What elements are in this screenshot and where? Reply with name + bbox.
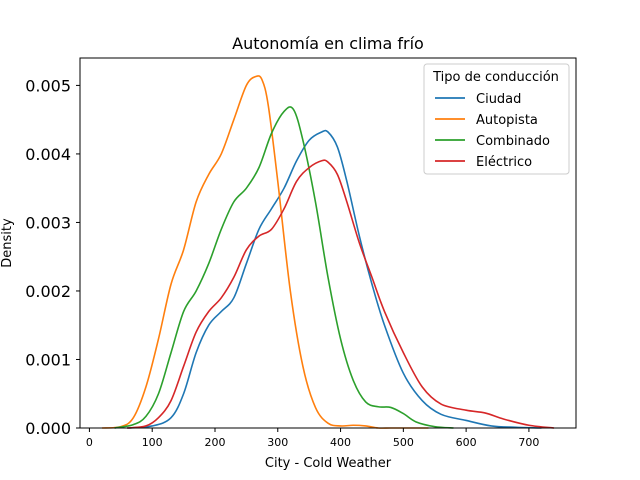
x-tick-label: 200 xyxy=(204,436,225,449)
x-axis: 0 100 200 300 400 500 600 700 xyxy=(86,428,539,449)
y-tick-label: 0.004 xyxy=(25,145,71,164)
y-tick-label: 0.002 xyxy=(25,282,71,301)
series-line-2 xyxy=(101,75,429,429)
legend-entry-1: Ciudad xyxy=(476,92,521,107)
x-tick-label: 300 xyxy=(267,436,288,449)
y-tick-label: 0.001 xyxy=(25,350,71,369)
x-tick-label: 100 xyxy=(142,436,163,449)
x-tick-label: 700 xyxy=(518,436,539,449)
y-axis: 0.000 0.001 0.002 0.003 0.004 0.005 xyxy=(25,76,80,438)
legend-entry-3: Combinado xyxy=(476,134,550,149)
series-line-4 xyxy=(127,159,555,429)
y-tick-label: 0.005 xyxy=(25,76,71,95)
chart-title: Autonomía en clima frío xyxy=(232,34,424,53)
x-tick-label: 600 xyxy=(456,436,477,449)
x-tick-label: 400 xyxy=(330,436,351,449)
x-tick-label: 500 xyxy=(393,436,414,449)
legend: Tipo de conducción Ciudad Autopista Combin… xyxy=(423,63,570,175)
y-tick-label: 0.003 xyxy=(25,213,71,232)
series-line-3 xyxy=(114,106,454,429)
series-line-1 xyxy=(127,129,542,429)
plot-lines xyxy=(101,75,555,429)
legend-entry-4: Eléctrico xyxy=(476,155,532,170)
x-tick-label: 0 xyxy=(86,436,93,449)
x-axis-label: City - Cold Weather xyxy=(265,456,392,471)
y-axis-label: Density xyxy=(0,218,15,268)
legend-box xyxy=(423,63,570,175)
y-tick-label: 0.000 xyxy=(25,419,71,438)
plot-frame xyxy=(79,57,577,429)
legend-title: Tipo de conducción xyxy=(432,70,559,85)
legend-entry-2: Autopista xyxy=(476,113,538,128)
